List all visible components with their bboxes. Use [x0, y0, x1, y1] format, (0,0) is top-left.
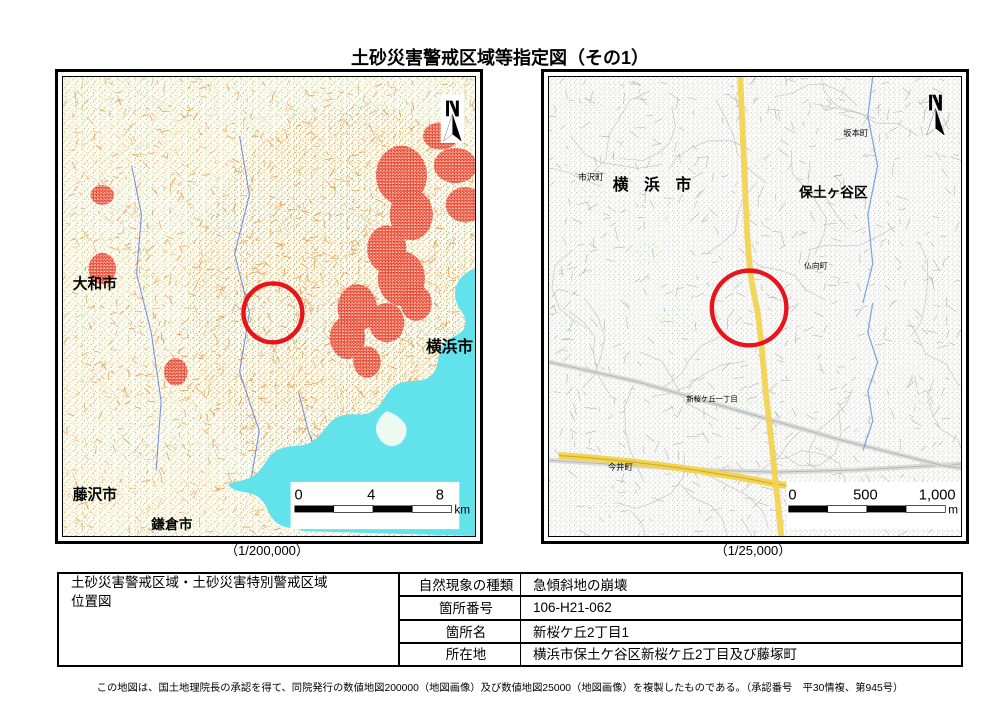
- svg-text:1,000: 1,000: [919, 488, 956, 504]
- svg-text:km: km: [454, 503, 470, 516]
- svg-text:4: 4: [367, 488, 375, 504]
- svg-text:市沢町: 市沢町: [578, 172, 603, 182]
- svg-text:保土ヶ谷区: 保土ヶ谷区: [798, 184, 868, 200]
- svg-text:藤沢市: 藤沢市: [73, 486, 117, 504]
- svg-text:坂本町: 坂本町: [843, 128, 868, 138]
- svg-text:今井町: 今井町: [608, 462, 633, 472]
- svg-text:8: 8: [436, 488, 444, 504]
- svg-text:0: 0: [295, 488, 303, 504]
- svg-text:m: m: [948, 503, 958, 516]
- svg-text:大和市: 大和市: [73, 274, 117, 292]
- svg-text:0: 0: [788, 488, 796, 504]
- svg-text:新桜ケ丘一丁目: 新桜ケ丘一丁目: [686, 394, 737, 403]
- svg-text:仏向町: 仏向町: [804, 261, 828, 271]
- svg-text:横浜市: 横浜市: [426, 337, 473, 356]
- svg-text:鎌倉市: 鎌倉市: [150, 516, 192, 532]
- svg-text:500: 500: [853, 488, 878, 504]
- svg-text:横 浜 市: 横 浜 市: [613, 175, 692, 194]
